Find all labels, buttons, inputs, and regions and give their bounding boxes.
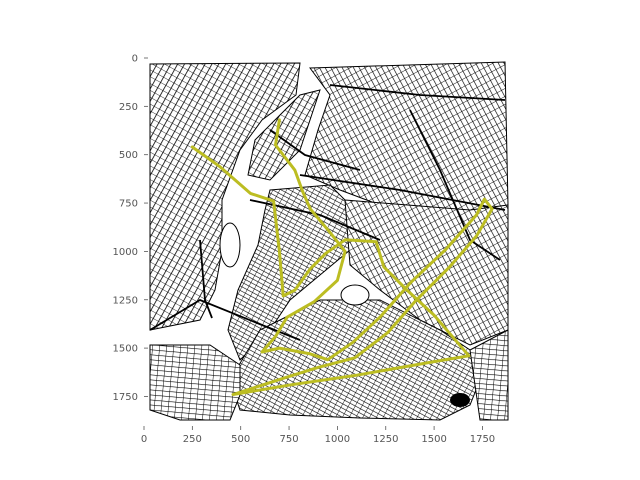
y-tick-label: 1750 bbox=[113, 392, 138, 403]
x-tick-label: 1500 bbox=[421, 434, 446, 445]
y-tick-label: 0 bbox=[132, 54, 138, 65]
park-area bbox=[340, 284, 370, 306]
y-axis: 0 250 500 750 1000 1250 1500 1750 bbox=[113, 54, 148, 403]
x-tick-label: 1250 bbox=[373, 434, 398, 445]
x-tick-label: 750 bbox=[280, 434, 299, 445]
x-tick-label: 1750 bbox=[470, 434, 495, 445]
street-network bbox=[149, 61, 509, 421]
y-tick-label: 1250 bbox=[113, 295, 138, 306]
y-tick-label: 1000 bbox=[113, 247, 138, 258]
y-tick-label: 750 bbox=[119, 199, 138, 210]
park-area bbox=[219, 222, 241, 268]
y-tick-label: 500 bbox=[119, 150, 138, 161]
park-area bbox=[450, 393, 470, 407]
x-axis: 0 250 500 750 1000 1250 1500 1750 bbox=[141, 426, 495, 445]
upper-street-grid bbox=[247, 89, 321, 181]
x-tick-label: 0 bbox=[141, 434, 147, 445]
x-tick-label: 500 bbox=[231, 434, 250, 445]
route-line bbox=[190, 118, 494, 396]
southern-street-grid bbox=[229, 299, 481, 421]
central-street-grid bbox=[344, 199, 509, 346]
manhattan-street-grid bbox=[149, 62, 301, 331]
x-tick-label: 250 bbox=[183, 434, 202, 445]
bottom-left-street-grid bbox=[149, 344, 241, 421]
y-tick-label: 250 bbox=[119, 102, 138, 113]
y-tick-label: 1500 bbox=[113, 344, 138, 355]
right-edge-street-grid bbox=[469, 329, 509, 421]
x-tick-label: 1000 bbox=[325, 434, 350, 445]
